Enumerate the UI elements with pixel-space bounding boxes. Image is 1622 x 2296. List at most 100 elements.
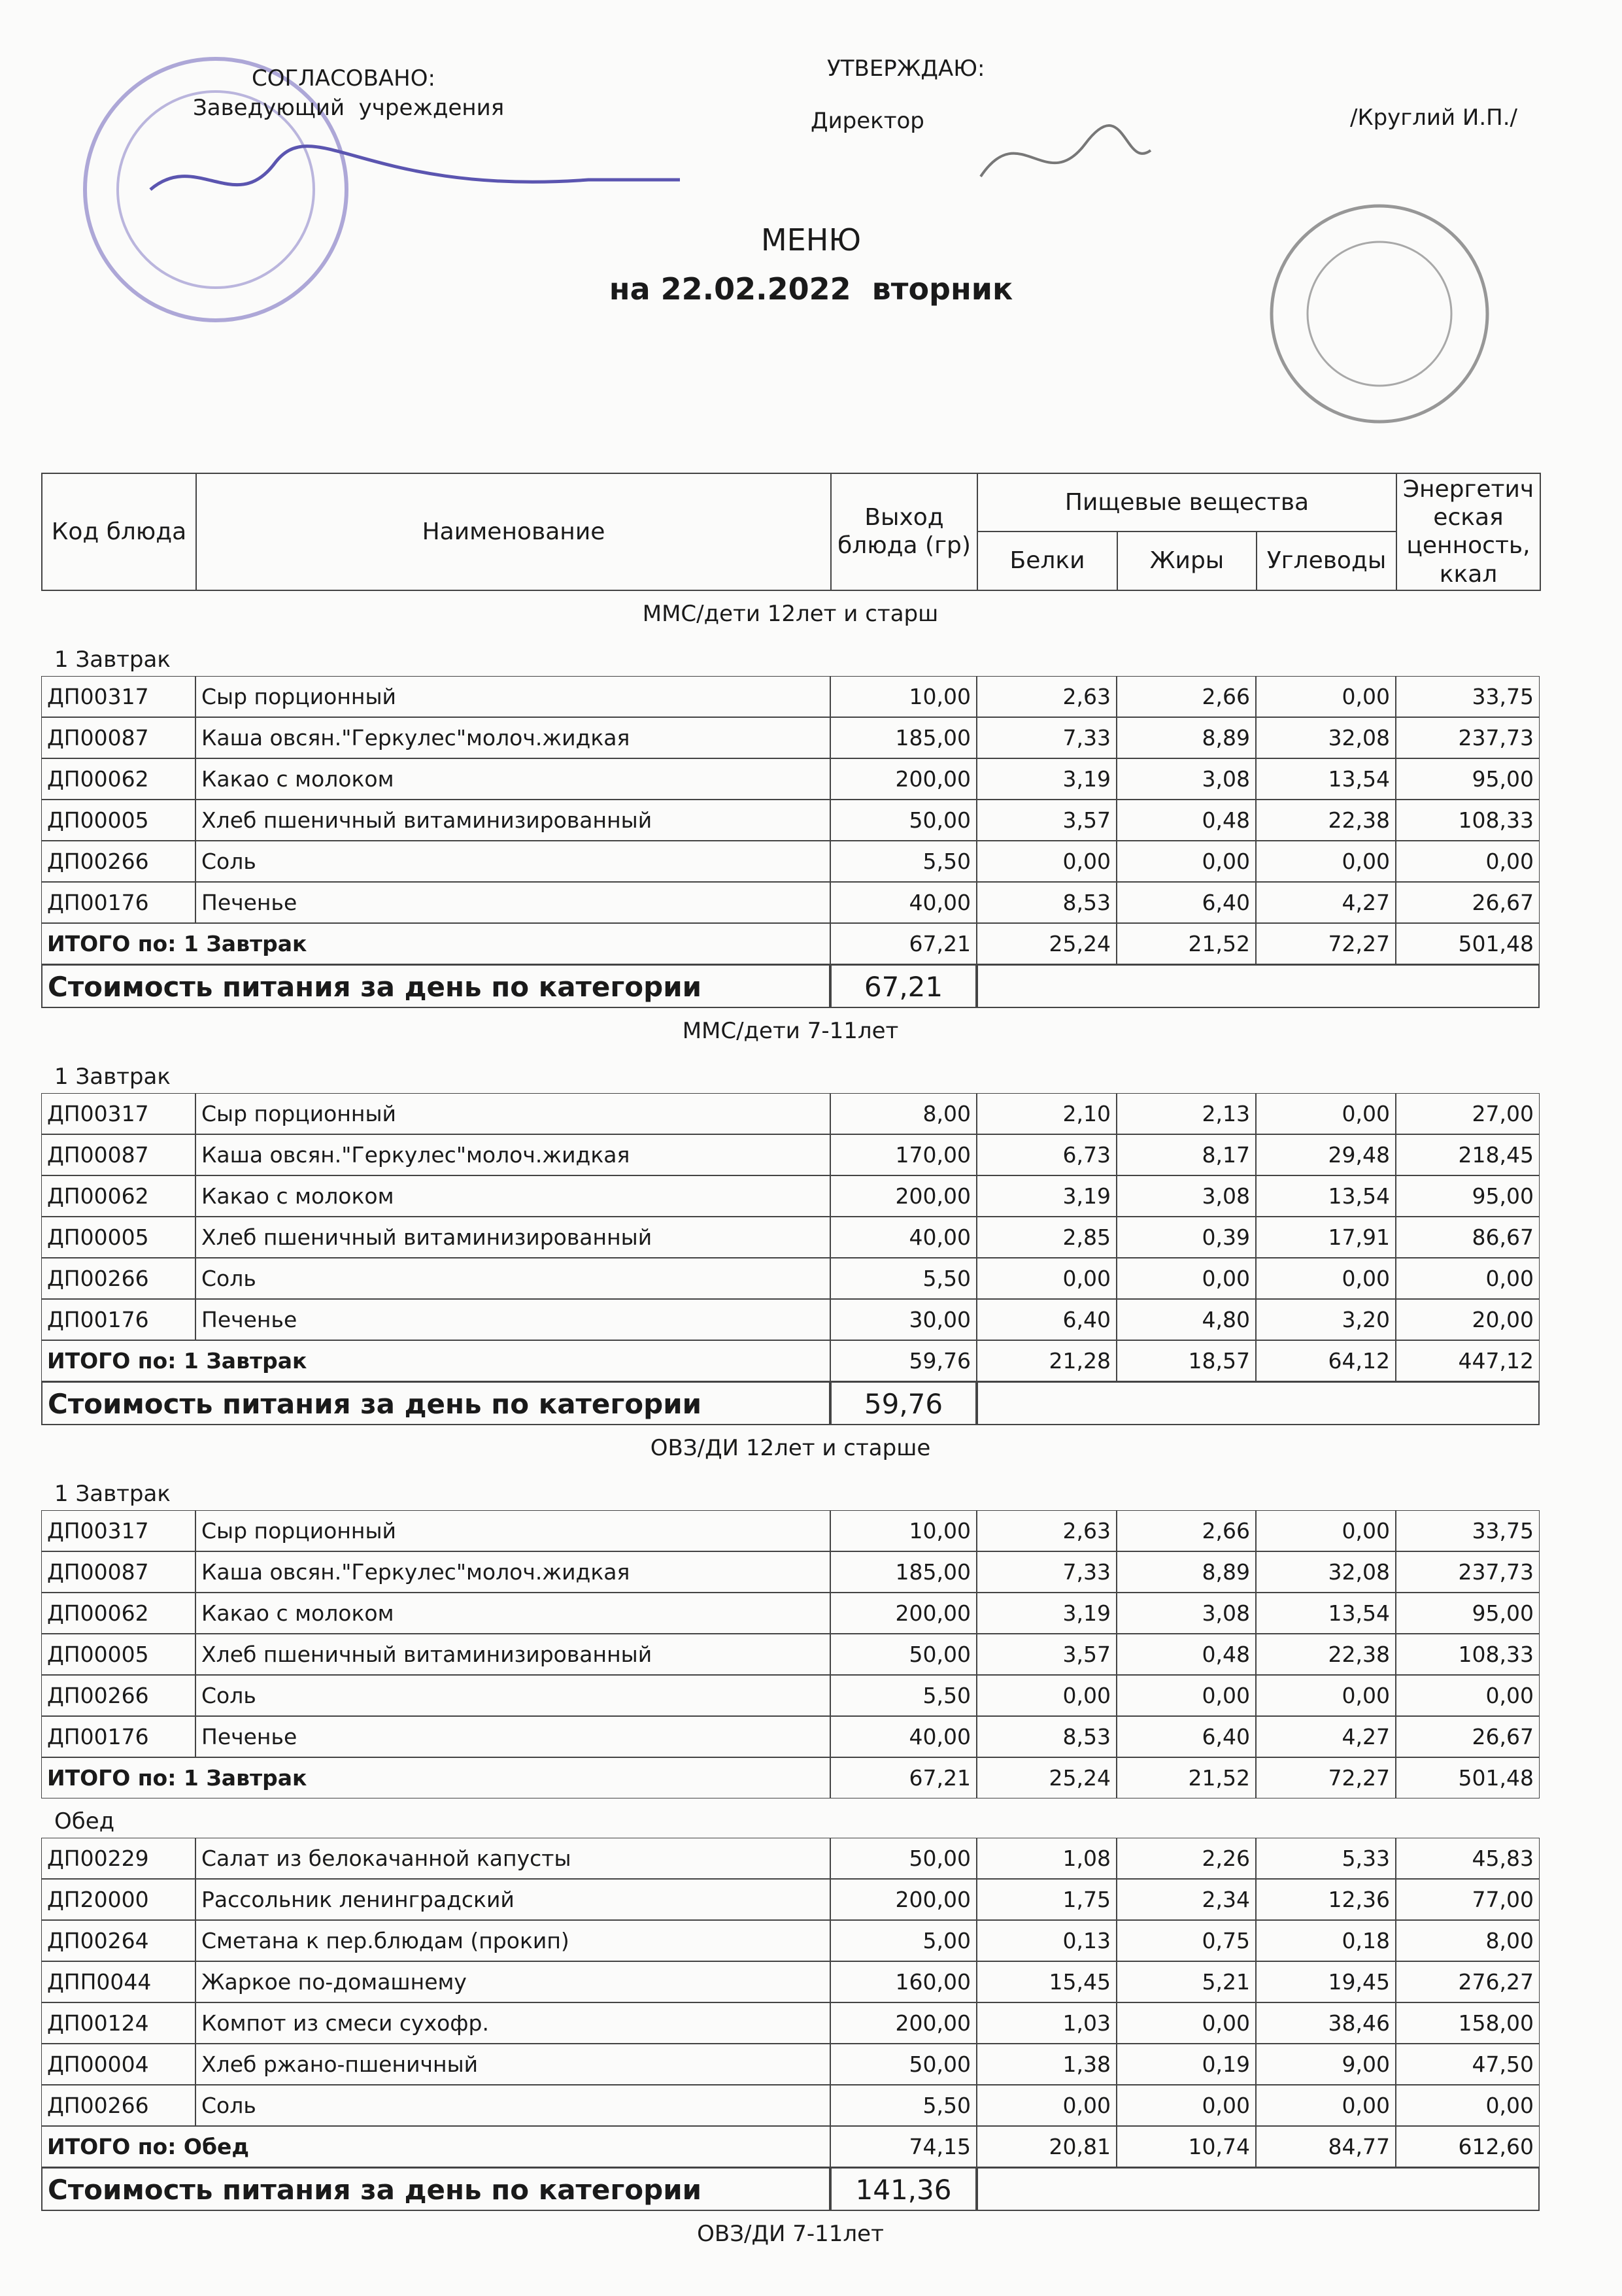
dish-value: 3,57 — [977, 799, 1117, 841]
cost-value: 141,36 — [830, 2167, 977, 2211]
dish-row: ДП00062 Какао с молоком 200,00 3,19 3,08 13,5… — [41, 758, 1540, 800]
dish-value: 10,00 — [830, 1510, 977, 1551]
dish-value: 8,89 — [1117, 717, 1256, 758]
dish-value: 0,00 — [1117, 2002, 1256, 2044]
dish-value: 0,75 — [1117, 1919, 1256, 1961]
dish-value: 95,00 — [1396, 1175, 1540, 1217]
dish-value: 0,13 — [977, 1919, 1117, 1961]
dish-value: 5,50 — [830, 840, 977, 882]
dish-value: 2,13 — [1117, 1092, 1256, 1134]
header-cell: Код блюда — [41, 473, 197, 591]
cost-value: 67,21 — [830, 964, 977, 1008]
dish-value: 8,89 — [1117, 1551, 1256, 1593]
dish-value: 0,00 — [1396, 1257, 1540, 1299]
dish-row: ДП00005 Хлеб пшеничный витаминизированный… — [41, 1633, 1540, 1675]
dish-row: ДП00005 Хлеб пшеничный витаминизированный… — [41, 1216, 1540, 1258]
dish-value: 6,40 — [977, 1298, 1117, 1340]
total-value: 67,21 — [830, 1757, 977, 1798]
dish-value: 237,73 — [1396, 717, 1540, 758]
dish-value: 0,48 — [1117, 1633, 1256, 1675]
dish-value: 8,53 — [977, 881, 1117, 923]
cost-label: Стоимость питания за день по категории — [41, 2167, 830, 2211]
dish-value: 108,33 — [1396, 1633, 1540, 1675]
approved-role: Заведующий учреждения — [193, 95, 505, 121]
header-cell: Наименование — [195, 473, 832, 591]
dish-value: 185,00 — [830, 717, 977, 758]
dish-row: ДП00176 Печенье 30,00 6,40 4,80 3,20 20,00 — [41, 1298, 1540, 1340]
dish-name: Сметана к пер.блюдам (прокип) — [195, 1919, 830, 1961]
dish-value: 0,00 — [1117, 840, 1256, 882]
dish-name: Печенье — [195, 1715, 830, 1757]
dish-value: 7,33 — [977, 1551, 1117, 1593]
cost-label: Стоимость питания за день по категории — [41, 1381, 830, 1425]
dish-name: Какао с молоком — [195, 758, 830, 800]
dish-value: 276,27 — [1396, 1961, 1540, 2002]
stamp — [1270, 204, 1489, 424]
dish-value: 40,00 — [830, 1216, 977, 1258]
total-value: 72,27 — [1256, 922, 1396, 964]
dish-value: 2,63 — [977, 1510, 1117, 1551]
dish-row: ДП00266 Соль 5,50 0,00 0,00 0,00 0,00 — [41, 2084, 1540, 2126]
cost-empty — [977, 1381, 1540, 1425]
dish-name: Хлеб пшеничный витаминизированный — [195, 1216, 830, 1258]
header-cell: Жиры — [1117, 531, 1257, 591]
dish-row: ДП00317 Сыр порционный 10,00 2,63 2,66 0,00 33… — [41, 1510, 1540, 1551]
total-row: ИТОГО по: 1 Завтрак 59,76 21,28 18,57 64,12 4… — [41, 1340, 1540, 1381]
dish-name: Сыр порционный — [195, 675, 830, 717]
dish-value: 3,08 — [1117, 1175, 1256, 1217]
meal-heading: 1 Завтрак — [54, 1063, 171, 1090]
dish-value: 1,03 — [977, 2002, 1117, 2044]
total-value: 59,76 — [830, 1340, 977, 1381]
dish-value: 0,00 — [977, 1674, 1117, 1716]
dish-code: ДП00004 — [41, 2043, 195, 2085]
dish-value: 0,00 — [1396, 840, 1540, 882]
dish-value: 8,53 — [977, 1715, 1117, 1757]
dish-code: ДП00087 — [41, 1134, 195, 1175]
dish-name: Соль — [195, 2084, 830, 2126]
dish-value: 200,00 — [830, 2002, 977, 2044]
dish-value: 32,08 — [1256, 1551, 1396, 1593]
table-header: Код блюда Наименование Выход блюда (гр) … — [41, 472, 1541, 591]
total-value: 74,15 — [830, 2125, 977, 2167]
dish-row: ДП00266 Соль 5,50 0,00 0,00 0,00 0,00 — [41, 1257, 1540, 1299]
total-row: ИТОГО по: 1 Завтрак 67,21 25,24 21,52 72,27 5… — [41, 922, 1540, 964]
dish-value: 0,00 — [1256, 1674, 1396, 1716]
dish-value: 3,08 — [1117, 758, 1256, 800]
dish-value: 170,00 — [830, 1134, 977, 1175]
dish-name: Какао с молоком — [195, 1592, 830, 1634]
dish-value: 29,48 — [1256, 1134, 1396, 1175]
total-value: 67,21 — [830, 922, 977, 964]
dish-value: 0,00 — [1256, 675, 1396, 717]
dish-value: 160,00 — [830, 1961, 977, 2002]
dish-name: Каша овсян."Геркулес"молоч.жидкая — [195, 717, 830, 758]
dish-value: 2,66 — [1117, 1510, 1256, 1551]
total-value: 21,28 — [977, 1340, 1117, 1381]
dish-value: 8,00 — [830, 1092, 977, 1134]
dish-value: 13,54 — [1256, 1175, 1396, 1217]
meal-heading: 1 Завтрак — [54, 1480, 171, 1507]
dish-value: 38,46 — [1256, 2002, 1396, 2044]
dish-value: 7,33 — [977, 717, 1117, 758]
dish-value: 32,08 — [1256, 717, 1396, 758]
dish-row: ДП00176 Печенье 40,00 8,53 6,40 4,27 26,67 — [41, 1715, 1540, 1757]
dish-value: 47,50 — [1396, 2043, 1540, 2085]
dish-row: ДП00176 Печенье 40,00 8,53 6,40 4,27 26,67 — [41, 881, 1540, 923]
dish-value: 5,50 — [830, 1674, 977, 1716]
dish-name: Печенье — [195, 1298, 830, 1340]
title: МЕНЮ — [760, 222, 861, 258]
dish-code: ДП00229 — [41, 1837, 195, 1879]
stamp-inner — [116, 90, 315, 289]
dish-value: 0,39 — [1117, 1216, 1256, 1258]
meal-heading: Обед — [54, 1808, 115, 1834]
dish-value: 0,00 — [1256, 1510, 1396, 1551]
dish-code: ДП00005 — [41, 799, 195, 841]
dish-name: Каша овсян."Геркулес"молоч.жидкая — [195, 1551, 830, 1593]
total-value: 25,24 — [977, 922, 1117, 964]
header-cell: Пищевые вещества — [977, 472, 1397, 533]
dish-name: Какао с молоком — [195, 1175, 830, 1217]
cost-empty — [977, 964, 1540, 1008]
dish-name: Компот из смеси сухофр. — [195, 2002, 830, 2044]
dish-name: Сыр порционный — [195, 1510, 830, 1551]
dish-value: 0,00 — [1117, 1674, 1256, 1716]
